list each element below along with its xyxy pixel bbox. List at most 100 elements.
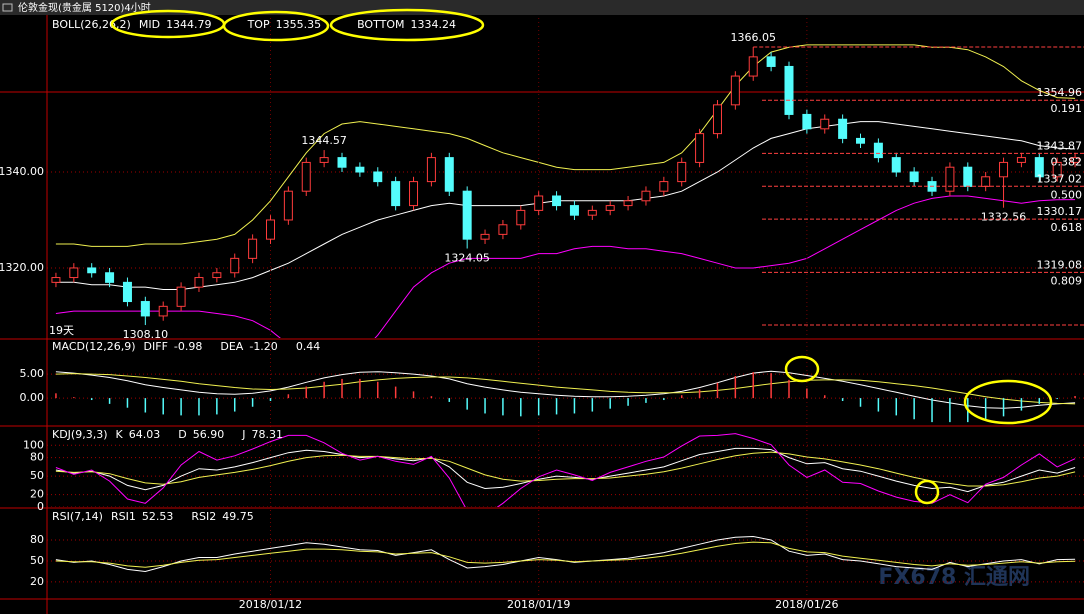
legend-name: DIFF [144, 340, 168, 353]
candle-body [337, 157, 347, 168]
legend-value: 0.44 [296, 340, 321, 353]
legend-value: 49.75 [222, 510, 254, 523]
indicator-line [55, 447, 1076, 493]
panel-note: 19天 [49, 324, 74, 337]
candle-body [140, 301, 150, 317]
candle-body [999, 161, 1009, 178]
y-tick-label: 5.00 [20, 367, 45, 380]
x-tick-label: 2018/01/12 [239, 598, 302, 611]
panel-title: BOLL(26,26,2) [52, 18, 131, 31]
candle-body [856, 137, 866, 144]
candle-body [319, 157, 329, 163]
window-title: 伦敦金现(贵金属 5120)4小时 [18, 1, 151, 14]
candle-body [569, 205, 579, 216]
window-icon [2, 3, 13, 12]
highlight-ellipse [222, 10, 330, 42]
fib-ratio: 0.382 [1051, 155, 1083, 168]
highlight-ellipse [963, 379, 1053, 425]
fib-value: 1354.96 [1037, 86, 1083, 99]
panel-title: MACD(12,26,9) [52, 340, 136, 353]
candle-body [784, 65, 794, 115]
candle-body [641, 190, 651, 202]
plot-area [47, 433, 1084, 507]
legend-name: MID [139, 18, 160, 31]
legend-name: D [178, 428, 186, 441]
candle-body [873, 142, 883, 159]
plot-area [47, 370, 1084, 423]
candle-body [301, 161, 311, 192]
candle-body [1034, 157, 1044, 178]
fib-value: 1319.08 [1037, 258, 1083, 271]
y-tick-label: 80 [30, 451, 44, 464]
legend-value: -0.98 [174, 340, 202, 353]
legend-value: 56.90 [193, 428, 225, 441]
candle-body [623, 200, 633, 207]
legend-name: RSI2 [191, 510, 216, 523]
candle-body [51, 277, 61, 283]
candle-body [176, 286, 186, 307]
candle-body [730, 75, 740, 106]
legend-name: J [241, 428, 245, 441]
candle-body [516, 209, 526, 226]
candle-body [963, 166, 973, 187]
y-tick-label: 0.00 [20, 391, 45, 404]
watermark: FX678 汇通网 [878, 565, 1030, 590]
candle-body [838, 118, 848, 139]
low-label: 1324.05 [444, 252, 490, 265]
candle-body [158, 305, 168, 317]
candle-body [230, 257, 240, 274]
panel-title: KDJ(9,3,3) [52, 428, 108, 441]
candle-body [373, 171, 383, 183]
legend-value: 1334.24 [410, 18, 456, 31]
legend-value: 52.53 [142, 510, 174, 523]
fib-value: 1337.02 [1037, 172, 1083, 185]
annotations [110, 8, 1053, 505]
candle-body [891, 157, 901, 173]
candle-body [409, 181, 419, 207]
x-tick-label: 2018/01/26 [775, 598, 838, 611]
candle-body [677, 161, 687, 183]
indicator-line [55, 121, 1076, 290]
high-label: 1344.57 [301, 134, 347, 147]
candle-body [820, 118, 830, 130]
candle-body [748, 56, 758, 77]
y-tick-label: 1320.00 [0, 261, 44, 274]
candle-body [87, 267, 97, 274]
indicator-line [55, 44, 1076, 247]
low-label: 1332.56 [981, 211, 1027, 224]
candle-body [587, 209, 597, 216]
fib-ratio: 0.191 [1051, 102, 1083, 115]
y-tick-label: 50 [30, 469, 44, 482]
y-tick-label: 1340.00 [0, 165, 44, 178]
candle-body [248, 238, 258, 259]
candle-body [695, 133, 705, 163]
legend-value: 64.03 [129, 428, 161, 441]
candle-body [462, 190, 472, 240]
candle-body [283, 190, 293, 221]
candle-body [981, 176, 991, 187]
indicator-line [55, 373, 1076, 405]
fib-ratio: 0.618 [1051, 221, 1083, 234]
candle-body [480, 233, 490, 240]
candle-body [766, 56, 776, 67]
highlight-ellipse [784, 355, 820, 383]
candle-body [122, 281, 132, 303]
candle-body [605, 205, 615, 211]
legend-value: 1355.35 [276, 18, 322, 31]
plot-area [47, 535, 1084, 583]
candle-body [444, 157, 454, 192]
x-tick-label: 2018/01/19 [507, 598, 570, 611]
candle-body [105, 272, 115, 283]
candle-body [712, 104, 722, 135]
fib-value: 1330.17 [1037, 205, 1083, 218]
y-tick-label: 20 [30, 488, 44, 501]
low-label: 1308.10 [123, 328, 169, 341]
fib-value: 1343.87 [1037, 139, 1083, 152]
candle-body [426, 157, 436, 183]
high-label: 1366.05 [730, 31, 776, 44]
legend-value: -1.20 [249, 340, 277, 353]
candle-body [391, 181, 401, 207]
candle-body [1016, 157, 1026, 163]
candle-body [265, 219, 275, 240]
candle-body [659, 181, 669, 192]
